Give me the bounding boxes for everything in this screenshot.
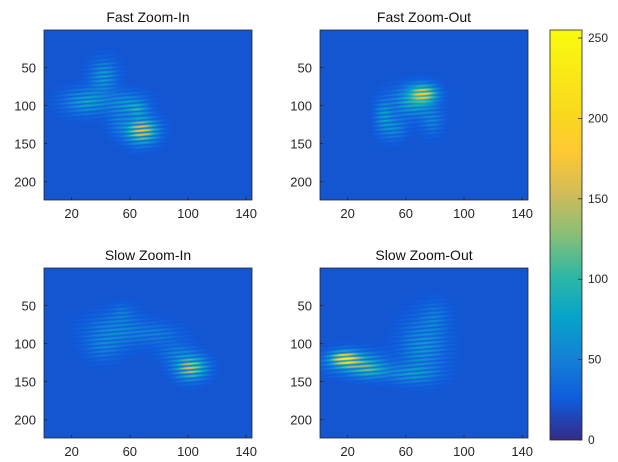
y-tick-label: 150 bbox=[14, 137, 36, 152]
colorbar-tick-label: 200 bbox=[588, 111, 608, 125]
x-tick-label: 20 bbox=[64, 206, 78, 221]
subplot-slow-zoom-in: Slow Zoom-In 20 60 100 140 50 100 150 200 bbox=[14, 247, 257, 459]
heatmap-image bbox=[320, 268, 528, 438]
x-tick-label: 140 bbox=[511, 206, 533, 221]
x-tick-label: 140 bbox=[235, 206, 257, 221]
x-tick-label: 100 bbox=[177, 206, 199, 221]
x-tick-label: 60 bbox=[123, 444, 137, 459]
y-tick-label: 200 bbox=[14, 175, 36, 190]
y-tick-label: 200 bbox=[14, 413, 36, 428]
x-tick-label: 20 bbox=[64, 444, 78, 459]
y-tick-label: 200 bbox=[290, 413, 312, 428]
y-tick-label: 100 bbox=[14, 336, 36, 351]
heatmap-image bbox=[44, 268, 252, 438]
x-tick-label: 140 bbox=[235, 444, 257, 459]
x-tick-label: 60 bbox=[399, 444, 413, 459]
colorbar-tick-labels: 0 50 100 150 200 250 bbox=[578, 31, 608, 447]
subplot-title: Fast Zoom-Out bbox=[377, 9, 471, 25]
axes-box bbox=[319, 267, 529, 439]
y-tick-labels: 50 100 150 200 bbox=[14, 60, 47, 190]
heatmap-image bbox=[320, 30, 528, 200]
colorbar-tick-label: 0 bbox=[588, 433, 595, 447]
subplot-title: Slow Zoom-In bbox=[105, 247, 191, 263]
x-tick-label: 100 bbox=[453, 444, 475, 459]
x-tick-label: 20 bbox=[340, 206, 354, 221]
x-tick-labels: 20 60 100 140 bbox=[64, 197, 257, 221]
colorbar: 0 50 100 150 200 250 bbox=[549, 29, 608, 447]
axes-box bbox=[43, 267, 253, 439]
colorbar-tick-label: 100 bbox=[588, 272, 608, 286]
axes-box bbox=[319, 29, 529, 201]
colorbar-tick-label: 50 bbox=[588, 353, 602, 367]
y-tick-labels: 50 100 150 200 bbox=[290, 60, 323, 190]
y-tick-label: 50 bbox=[22, 60, 36, 75]
subplot-fast-zoom-in: Fast Zoom-In 20 60 100 140 50 100 150 200 bbox=[14, 9, 257, 221]
x-tick-labels: 20 60 100 140 bbox=[64, 435, 257, 459]
heatmap-plot bbox=[43, 267, 253, 439]
y-tick-label: 50 bbox=[22, 298, 36, 313]
heatmap-plot bbox=[43, 29, 253, 201]
x-tick-labels: 20 60 100 140 bbox=[340, 197, 533, 221]
x-tick-label: 60 bbox=[123, 206, 137, 221]
colorbar-tick-label: 250 bbox=[588, 31, 608, 45]
heatmap-plot bbox=[319, 29, 529, 201]
colorbar-gradient bbox=[549, 29, 583, 441]
x-tick-label: 60 bbox=[399, 206, 413, 221]
axes-box bbox=[43, 29, 253, 201]
y-tick-label: 200 bbox=[290, 175, 312, 190]
y-tick-label: 50 bbox=[298, 298, 312, 313]
heatmap-image bbox=[44, 30, 252, 200]
subplot-slow-zoom-out: Slow Zoom-Out 20 60 100 140 50 100 150 200 bbox=[290, 247, 533, 459]
x-tick-label: 100 bbox=[177, 444, 199, 459]
x-tick-labels: 20 60 100 140 bbox=[340, 435, 533, 459]
x-tick-label: 100 bbox=[453, 206, 475, 221]
y-tick-labels: 50 100 150 200 bbox=[290, 298, 323, 428]
x-tick-label: 20 bbox=[340, 444, 354, 459]
y-tick-label: 100 bbox=[290, 98, 312, 113]
colorbar-tick-label: 150 bbox=[588, 192, 608, 206]
y-tick-label: 150 bbox=[290, 375, 312, 390]
x-tick-label: 140 bbox=[511, 444, 533, 459]
y-tick-label: 150 bbox=[14, 375, 36, 390]
subplot-title: Fast Zoom-In bbox=[106, 9, 189, 25]
y-tick-label: 150 bbox=[290, 137, 312, 152]
subplot-title: Slow Zoom-Out bbox=[375, 247, 472, 263]
subplot-fast-zoom-out: Fast Zoom-Out 20 60 100 140 50 100 150 200 bbox=[290, 9, 533, 221]
y-tick-label: 100 bbox=[14, 98, 36, 113]
heatmap-plot bbox=[319, 267, 529, 439]
y-tick-label: 50 bbox=[298, 60, 312, 75]
y-tick-label: 100 bbox=[290, 336, 312, 351]
y-tick-labels: 50 100 150 200 bbox=[14, 298, 47, 428]
